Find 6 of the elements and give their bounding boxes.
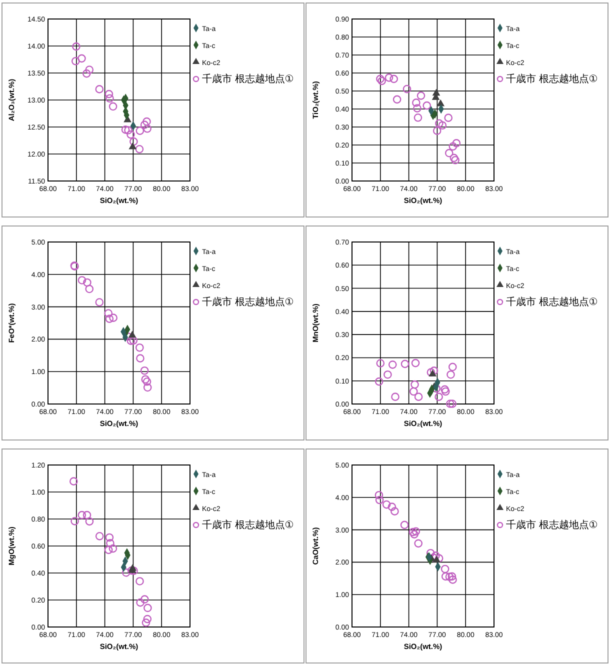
legend-label: 千歳市 根志越地点①	[506, 519, 598, 531]
legend-label: 千歳市 根志越地点①	[202, 296, 294, 308]
legend-label: 千歳市 根志越地点①	[202, 519, 294, 531]
legend-label: 千歳市 根志越地点①	[506, 73, 598, 85]
legend-label: 千歳市 根志越地点①	[506, 296, 598, 308]
legend-label: 千歳市 根志越地点①	[202, 73, 294, 85]
